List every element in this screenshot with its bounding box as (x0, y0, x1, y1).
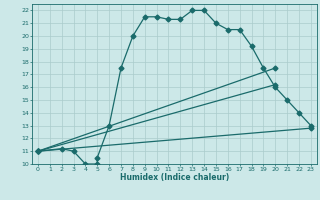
X-axis label: Humidex (Indice chaleur): Humidex (Indice chaleur) (120, 173, 229, 182)
